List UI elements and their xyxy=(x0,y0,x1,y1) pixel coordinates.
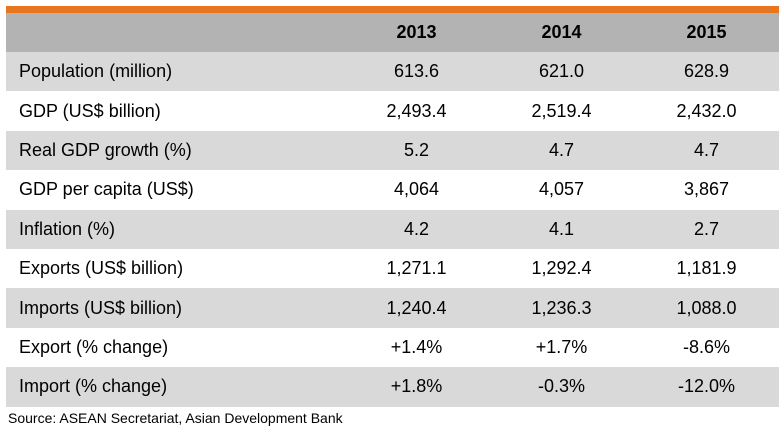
cell-value: 4.7 xyxy=(548,139,575,160)
cell-value: -0.3% xyxy=(537,376,586,397)
cell-value: 1,236.3 xyxy=(531,297,592,318)
cell-value: +1.4% xyxy=(390,336,443,357)
cell-value: 1,292.4 xyxy=(531,258,592,279)
cell-value: 1,271.1 xyxy=(386,258,447,279)
cell-value: 4,057 xyxy=(538,179,585,200)
cell-value: 621.0 xyxy=(538,61,585,82)
cell-value: 1,240.4 xyxy=(386,297,447,318)
source-note: Source: ASEAN Secretariat, Asian Develop… xyxy=(8,410,343,426)
row-label: GDP per capita (US$) xyxy=(19,179,194,200)
economic-indicators-table: 2013 2014 2015 Population (million) 613.… xyxy=(6,13,779,407)
cell-value: 628.9 xyxy=(683,61,730,82)
table-row: Real GDP growth (%) 5.2 4.7 4.7 xyxy=(6,130,779,171)
table-row: Inflation (%) 4.2 4.1 2.7 xyxy=(6,209,779,249)
header-cell-blank xyxy=(6,13,344,52)
cell-value: 3,867 xyxy=(683,179,730,200)
table-row: Exports (US$ billion) 1,271.1 1,292.4 1,… xyxy=(6,248,779,289)
row-label: Inflation (%) xyxy=(19,218,116,239)
row-label: Population (million) xyxy=(19,61,173,82)
table-row: Export (% change) +1.4% +1.7% -8.6% xyxy=(6,327,779,368)
cell-value: +1.8% xyxy=(390,376,443,397)
cell-value: +1.7% xyxy=(535,336,588,357)
cell-value: 4.2 xyxy=(403,218,430,239)
table-row: Imports (US$ billion) 1,240.4 1,236.3 1,… xyxy=(6,288,779,328)
accent-bar xyxy=(6,6,779,13)
row-label: Import (% change) xyxy=(19,376,168,397)
row-label: Real GDP growth (%) xyxy=(19,139,192,160)
cell-value: 2,519.4 xyxy=(531,100,592,121)
cell-value: 2.7 xyxy=(693,218,720,239)
cell-value: 2,432.0 xyxy=(676,100,737,121)
cell-value: -8.6% xyxy=(682,336,731,357)
cell-value: 613.6 xyxy=(393,61,440,82)
row-label: Exports (US$ billion) xyxy=(19,258,184,279)
header-cell-2015: 2015 xyxy=(686,22,727,42)
table-row: GDP per capita (US$) 4,064 4,057 3,867 xyxy=(6,170,779,210)
header-cell-2013: 2013 xyxy=(396,22,437,42)
cell-value: 4.7 xyxy=(693,139,720,160)
row-label: Imports (US$ billion) xyxy=(19,297,183,318)
cell-value: 2,493.4 xyxy=(386,100,447,121)
cell-value: 1,088.0 xyxy=(676,297,737,318)
table-header-row: 2013 2014 2015 xyxy=(6,13,779,52)
header-cell-2014: 2014 xyxy=(541,22,582,42)
cell-value: 1,181.9 xyxy=(676,258,737,279)
cell-value: 5.2 xyxy=(403,139,430,160)
cell-value: 4.1 xyxy=(548,218,575,239)
table-row: Population (million) 613.6 621.0 628.9 xyxy=(6,52,779,92)
table-row: Import (% change) +1.8% -0.3% -12.0% xyxy=(6,367,779,407)
cell-value: 4,064 xyxy=(393,179,440,200)
row-label: Export (% change) xyxy=(19,336,169,357)
table-row: GDP (US$ billion) 2,493.4 2,519.4 2,432.… xyxy=(6,91,779,131)
row-label: GDP (US$ billion) xyxy=(19,100,161,121)
cell-value: -12.0% xyxy=(677,376,736,397)
